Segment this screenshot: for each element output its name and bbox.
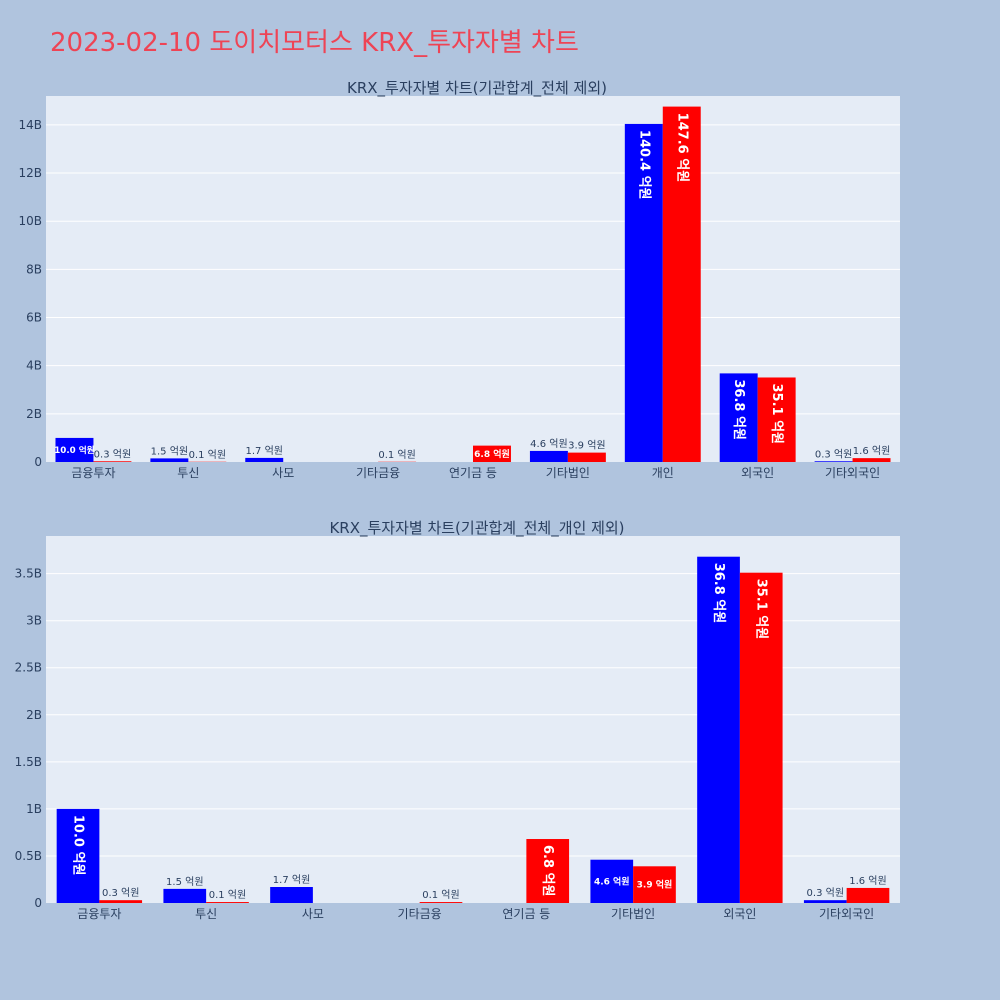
page-title: 2023-02-10 도이치모터스 KRX_투자자별 차트 [50, 28, 579, 58]
chart-bottom: 0 0.5B 1B 1.5B 2B 2.5B 3B 3.5B KRX_투자자별 차트(기관합계_… [15, 519, 900, 921]
x-tick-label: 기타외국인 [825, 466, 880, 480]
x-tick-label: 연기금 등 [449, 466, 497, 480]
y-tick-label: 6B [26, 311, 42, 325]
bar-buy [56, 808, 100, 903]
chart-top: 0 2B 4B 6B 8B 10B 12B 14B KRX_투자자별 차트(기관합계_전체 제외… [18, 79, 900, 480]
bar-value-label: 0.3 억원 [815, 448, 852, 460]
bar-value-label: 0.3 억원 [94, 448, 131, 460]
x-tick-label: 사모 [302, 907, 324, 921]
bar-buy [590, 859, 634, 903]
bar-sell [846, 887, 890, 903]
bar-value-label: 36.8 억원 [711, 563, 726, 624]
bar-buy [529, 450, 568, 462]
bar-sell [93, 461, 132, 462]
bar-value-label: 6.8 억원 [540, 845, 555, 896]
y-tick-label: 1B [26, 802, 42, 816]
bar-value-label: 3.9 억원 [568, 440, 605, 452]
y-tick-label: 2B [26, 407, 42, 421]
bar-buy [719, 373, 758, 462]
bar-value-label: 1.6 억원 [853, 445, 890, 457]
bar-sell [739, 572, 783, 903]
bar-value-label: 1.5 억원 [166, 876, 203, 888]
bar-value-label: 1.6 억원 [849, 875, 886, 887]
bar-buy [270, 887, 313, 903]
bar-sell [473, 445, 511, 462]
x-tick-label: 연기금 등 [502, 907, 550, 921]
bar-value-label: 0.1 억원 [189, 449, 226, 461]
y-tick-label: 2B [26, 708, 42, 722]
y-tick-label: 0 [34, 455, 42, 469]
x-tick-label: 기타금융 [356, 466, 400, 480]
bar-value-label: 4.6 억원 [594, 875, 630, 887]
bar-value-label: 36.8 억원 [731, 379, 746, 440]
bar-sell [526, 839, 570, 903]
bar-buy [814, 461, 853, 462]
bar-buy [697, 556, 740, 903]
y-tick-label: 0.5B [15, 849, 42, 863]
bar-value-label: 10.0 억원 [54, 444, 94, 456]
bar-value-label: 140.4 억원 [636, 130, 651, 200]
bar-value-label: 10.0 억원 [71, 815, 86, 876]
bar-value-label: 147.6 억원 [674, 113, 689, 183]
x-tick-label: 기타금융 [398, 907, 442, 921]
chart-subtitle: KRX_투자자별 차트(기관합계_전체_개인 제외) [329, 519, 624, 538]
y-tick-label: 8B [26, 262, 42, 276]
x-tick-label: 기타외국인 [819, 907, 874, 921]
y-tick-label: 4B [26, 359, 42, 373]
y-tick-label: 0 [34, 896, 42, 910]
y-tick-label: 10B [18, 214, 42, 228]
bar-buy [163, 888, 207, 903]
x-tick-label: 금융투자 [77, 907, 121, 921]
bar-sell [99, 900, 143, 903]
bar-sell [567, 452, 606, 462]
chart-subtitle: KRX_투자자별 차트(기관합계_전체 제외) [347, 79, 607, 98]
bar-sell [419, 902, 463, 903]
bar-buy [624, 123, 663, 462]
bar-buy [803, 900, 847, 903]
bar-sell [662, 106, 701, 463]
y-tick-label: 12B [18, 166, 42, 180]
x-tick-label: 투신 [177, 466, 199, 480]
y-tick-label: 2.5B [15, 661, 42, 675]
bar-buy [150, 458, 189, 462]
x-tick-label: 투신 [195, 907, 217, 921]
y-tick-label: 1.5B [15, 755, 42, 769]
x-tick-label: 외국인 [723, 907, 756, 921]
bar-value-label: 4.6 억원 [530, 438, 567, 450]
bar-value-label: 0.3 억원 [807, 887, 844, 899]
x-tick-label: 기타법인 [546, 466, 590, 480]
bar-value-label: 35.1 억원 [754, 579, 769, 640]
bar-sell [206, 902, 249, 903]
bar-value-label: 6.8 억원 [474, 448, 510, 460]
y-tick-label: 3.5B [15, 567, 42, 581]
bar-value-label: 35.1 억원 [769, 383, 784, 444]
x-tick-label: 외국인 [741, 466, 774, 480]
x-tick-label: 개인 [652, 466, 674, 480]
bar-sell [757, 377, 796, 462]
bar-value-label: 0.1 억원 [378, 449, 415, 461]
x-tick-label: 금융투자 [71, 466, 115, 480]
y-tick-label: 3B [26, 614, 42, 628]
bar-sell [852, 458, 891, 462]
bar-value-label: 3.9 억원 [637, 879, 673, 891]
bar-value-label: 1.7 억원 [246, 445, 283, 457]
bar-buy [245, 457, 284, 462]
bar-sell [633, 866, 676, 903]
bar-buy [55, 437, 94, 462]
y-tick-label: 14B [18, 118, 42, 132]
x-tick-label: 사모 [272, 466, 294, 480]
x-tick-label: 기타법인 [611, 907, 655, 921]
bar-value-label: 0.3 억원 [102, 887, 139, 899]
bar-value-label: 0.1 억원 [209, 889, 246, 901]
bar-value-label: 1.5 억원 [151, 445, 188, 457]
bar-value-label: 0.1 억원 [422, 889, 459, 901]
bar-value-label: 1.7 억원 [273, 874, 310, 886]
